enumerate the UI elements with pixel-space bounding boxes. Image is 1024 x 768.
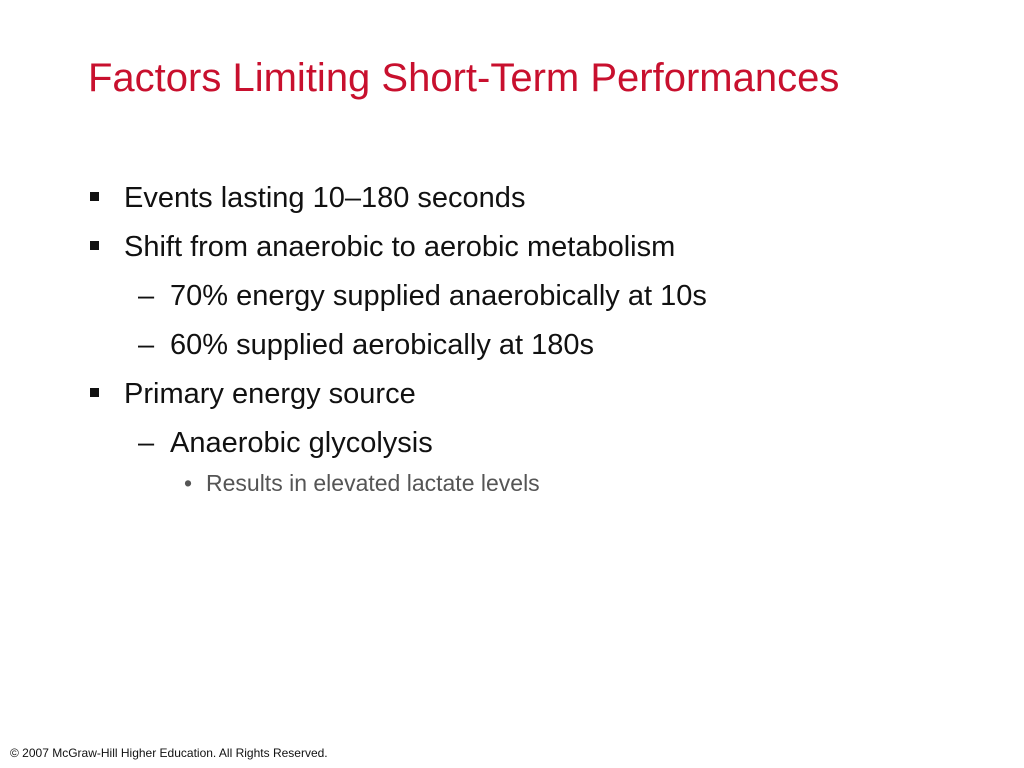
sub-sub-bullet-text: Results in elevated lactate levels <box>206 470 540 496</box>
bullet-item: Shift from anaerobic to aerobic metaboli… <box>86 225 986 274</box>
sub-bullet-text: 70% energy supplied anaerobically at 10s <box>170 280 707 312</box>
sub-bullet-item: – 70% energy supplied anaerobically at 1… <box>86 274 986 323</box>
sub-bullet-text: Anaerobic glycolysis <box>170 427 433 459</box>
sub-bullet-text: 60% supplied aerobically at 180s <box>170 329 594 361</box>
copyright-footer: © 2007 McGraw-Hill Higher Education. All… <box>10 746 328 760</box>
sub-sub-bullet-item: • Results in elevated lactate levels <box>86 470 986 506</box>
sub-bullet-item: – 60% supplied aerobically at 180s <box>86 323 986 372</box>
dot-bullet-icon: • <box>184 470 193 496</box>
slide-title: Factors Limiting Short-Term Performances <box>88 56 840 100</box>
bullet-list: Events lasting 10–180 seconds Shift from… <box>86 176 986 506</box>
dash-bullet-icon: – <box>138 427 155 459</box>
bullet-item: Primary energy source <box>86 372 986 421</box>
square-bullet-icon <box>90 241 99 250</box>
square-bullet-icon <box>90 388 99 397</box>
bullet-text: Shift from anaerobic to aerobic metaboli… <box>124 231 676 263</box>
square-bullet-icon <box>90 192 99 201</box>
dash-bullet-icon: – <box>138 280 155 312</box>
dash-bullet-icon: – <box>138 329 155 361</box>
bullet-text: Events lasting 10–180 seconds <box>124 182 526 214</box>
sub-bullet-item: – Anaerobic glycolysis <box>86 421 986 470</box>
bullet-item: Events lasting 10–180 seconds <box>86 176 986 225</box>
bullet-text: Primary energy source <box>124 378 416 410</box>
